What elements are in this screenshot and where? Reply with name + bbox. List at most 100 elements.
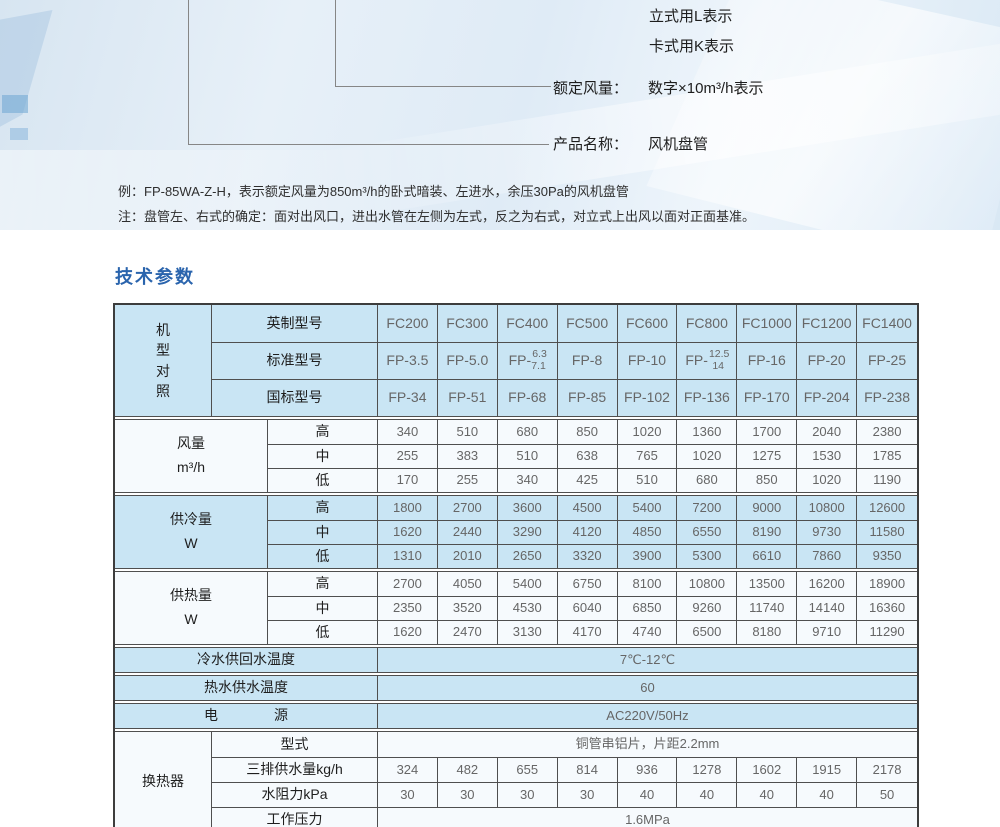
data-cell: 6610 (737, 544, 798, 568)
background-facet (2, 95, 28, 113)
data-cell: 1310 (378, 544, 438, 568)
row-label-heat-exchanger-0: 型式 (212, 732, 378, 757)
data-cell: 1800 (378, 496, 438, 520)
data-cell: 3900 (617, 544, 678, 568)
data-cell: 1602 (737, 757, 798, 782)
data-cell: 4120 (557, 520, 618, 544)
table-section-hot-water-temp: 热水供水温度 60 (115, 675, 917, 701)
data-cell: 18900 (857, 572, 917, 596)
data-cell: 9730 (797, 520, 858, 544)
data-cell: 4500 (557, 496, 618, 520)
diagram-line-rated-airflow (335, 86, 551, 87)
data-cell: 850 (557, 420, 618, 444)
section-title: 技术参数 (115, 267, 195, 287)
data-cell: 2380 (857, 420, 917, 444)
data-cell: FC1400 (857, 305, 917, 342)
data-cell: 30 (437, 782, 498, 807)
diagram-line-product-name (188, 144, 549, 145)
table-section-cooling-capacity: 供冷量 W 高 1800 2700 3600 4500 5400 7200 9000 10800 12… (115, 495, 917, 569)
data-cell: 2040 (797, 420, 858, 444)
row-label-chilled-water-temp: 冷水供回水温度 (115, 648, 378, 672)
product-name-label: 产品名称： (553, 136, 629, 153)
data-cell: 8100 (617, 572, 678, 596)
data-cell: 425 (557, 468, 618, 492)
technical-parameters-table: 机型对照英制型号 FC200 FC300 FC400 FC500 FC600 FC800 FC… (113, 303, 919, 827)
row-label-heat-exchanger-3: 工作压力 (212, 807, 378, 827)
section-label-heating-capacity: 供热量 W (115, 572, 268, 644)
data-cell: 3130 (497, 620, 558, 644)
data-cell: 4850 (617, 520, 678, 544)
data-cell: 1915 (797, 757, 858, 782)
rated-airflow-value: 数字×10m³/h表示 (648, 80, 764, 97)
data-cell: 1530 (797, 444, 858, 468)
data-cell: 814 (557, 757, 618, 782)
data-cell: FP-68 (497, 379, 558, 416)
data-cell: FP-20 (797, 342, 858, 379)
data-cell: 765 (617, 444, 678, 468)
data-cell: FP-34 (378, 379, 438, 416)
data-cell: 5300 (677, 544, 738, 568)
data-cell: FC1000 (737, 305, 798, 342)
row-value-chilled-water-temp: 7℃-12℃ (378, 648, 917, 672)
data-cell: FP-8 (557, 342, 618, 379)
row-label-heating-capacity-1: 中 (268, 596, 378, 620)
data-cell: FP-51 (437, 379, 498, 416)
data-cell: FP-16 (737, 342, 798, 379)
table-section-model-comparison: 机型对照英制型号 FC200 FC300 FC400 FC500 FC600 FC800 FC… (115, 305, 917, 417)
data-cell: 936 (617, 757, 678, 782)
row-label-heating-capacity-0: 高 (268, 572, 378, 596)
data-cell: 3320 (557, 544, 618, 568)
data-cell: 1700 (737, 420, 798, 444)
data-cell: 340 (378, 420, 438, 444)
data-cell: 16200 (797, 572, 858, 596)
data-cell: 16360 (857, 596, 917, 620)
banner: 立式用L表示 卡式用K表示 额定风量： 数字×10m³/h表示 产品名称： 风机… (0, 0, 1000, 230)
data-cell: FP- 12.5 14 (677, 342, 738, 379)
row-value-power-supply: AC220V/50Hz (378, 704, 917, 728)
data-cell: FC400 (497, 305, 558, 342)
data-cell: 40 (677, 782, 738, 807)
data-cell: FC1200 (797, 305, 858, 342)
data-cell: FC200 (378, 305, 438, 342)
row-label-air-flow-2: 低 (268, 468, 378, 492)
row-label-model-comparison-1: 标准型号 (212, 342, 378, 379)
data-cell: FP-136 (677, 379, 738, 416)
data-cell: 340 (497, 468, 558, 492)
data-cell: 13500 (737, 572, 798, 596)
table-section-heating-capacity: 供热量 W 高 2700 4050 5400 6750 8100 10800 13500 16200… (115, 571, 917, 645)
data-cell: 50 (857, 782, 917, 807)
data-cell: FP-5.0 (437, 342, 498, 379)
data-cell: 1020 (797, 468, 858, 492)
data-cell: 510 (497, 444, 558, 468)
data-cell: 10800 (677, 572, 738, 596)
background-facet (10, 128, 28, 140)
section-label-heat-exchanger: 换热器 (115, 732, 212, 827)
table-section-air-flow: 风量 m³/h 高 340 510 680 850 1020 1360 1700 2040 2380 中… (115, 419, 917, 493)
data-cell: 30 (497, 782, 558, 807)
section-label-model-comparison: 机型对照 (115, 305, 212, 416)
row-label-heat-exchanger-2: 水阻力kPa (212, 782, 378, 807)
row-label-hot-water-temp: 热水供水温度 (115, 676, 378, 700)
data-cell: 2010 (437, 544, 498, 568)
data-cell: 255 (378, 444, 438, 468)
example-line: 例：FP-85WA-Z-H，表示额定风量为850m³/h的卧式暗装、左进水，余压… (118, 184, 629, 199)
data-cell: 1020 (677, 444, 738, 468)
data-cell: 12600 (857, 496, 917, 520)
row-label-model-comparison-0: 英制型号 (212, 305, 378, 342)
data-cell: 30 (378, 782, 438, 807)
row-label-cooling-capacity-0: 高 (268, 496, 378, 520)
diagram-line-vertical-2 (335, 0, 336, 87)
data-cell: 482 (437, 757, 498, 782)
data-cell: FC300 (437, 305, 498, 342)
data-cell: 8180 (737, 620, 798, 644)
data-cell: 9260 (677, 596, 738, 620)
row-label-cooling-capacity-1: 中 (268, 520, 378, 544)
data-cell: 510 (617, 468, 678, 492)
data-cell: 30 (557, 782, 618, 807)
data-cell: 383 (437, 444, 498, 468)
data-cell: 1275 (737, 444, 798, 468)
table-section-heat-exchanger: 换热器 型式 铜管串铝片，片距2.2mm 三排供水量kg/h 324 482 655 814 9… (115, 731, 917, 827)
data-cell: 11580 (857, 520, 917, 544)
data-cell: 6550 (677, 520, 738, 544)
row-value-hot-water-temp: 60 (378, 676, 917, 700)
